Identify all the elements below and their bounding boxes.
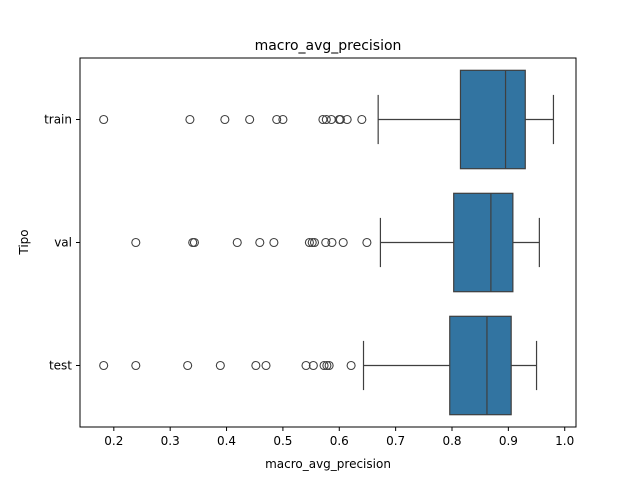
outlier-point <box>261 360 271 371</box>
x-tick-label: 0.9 <box>499 434 518 448</box>
box-group-train <box>99 69 555 170</box>
outlier-point <box>278 114 288 125</box>
outlier-point <box>131 360 141 371</box>
outlier-point <box>301 360 311 371</box>
plot-area <box>99 69 555 416</box>
outlier-point <box>319 360 329 371</box>
outlier-point <box>346 360 356 371</box>
x-axis: 0.2 0.3 0.4 0.5 0.6 0.7 0.8 0.9 1.0 <box>104 427 574 448</box>
outlier-point <box>321 114 331 125</box>
x-tick-label: 0.4 <box>217 434 236 448</box>
outlier-point <box>324 360 334 371</box>
outlier-point <box>183 360 193 371</box>
box-group-test <box>99 315 538 416</box>
outlier-point <box>189 237 199 248</box>
outlier-point <box>357 114 367 125</box>
outlier-point <box>338 237 348 248</box>
outlier-point <box>215 360 225 371</box>
x-axis-label: macro_avg_precision <box>265 457 391 471</box>
y-tick-label: val <box>54 236 72 250</box>
chart-title: macro_avg_precision <box>255 38 402 54</box>
x-tick-label: 0.6 <box>330 434 349 448</box>
iqr-box <box>453 192 514 293</box>
outlier-point <box>272 114 282 125</box>
x-tick-label: 0.8 <box>442 434 461 448</box>
outlier-point <box>309 237 320 248</box>
x-tick-label: 1.0 <box>555 434 574 448</box>
box-group-val <box>131 192 540 293</box>
y-axis: train val test <box>44 113 80 373</box>
outlier-point <box>131 237 141 248</box>
outlier-point <box>326 114 336 125</box>
outlier-point <box>245 114 255 125</box>
x-tick-label: 0.5 <box>273 434 292 448</box>
iqr-box <box>449 315 512 416</box>
outlier-point <box>185 114 195 125</box>
outlier-point <box>308 360 318 371</box>
outlier-point <box>220 114 230 125</box>
outlier-point <box>327 237 337 248</box>
outlier-point <box>362 237 372 248</box>
outlier-point <box>269 237 279 248</box>
outlier-point <box>322 360 332 371</box>
y-tick-label: test <box>49 359 72 373</box>
outlier-point <box>99 114 109 125</box>
outlier-point <box>304 237 314 248</box>
outlier-point <box>321 237 331 248</box>
outlier-point <box>232 237 242 248</box>
y-axis-label: Tipo <box>17 229 31 255</box>
outlier-point <box>255 237 265 248</box>
outlier-point <box>99 360 109 371</box>
iqr-box <box>459 69 526 170</box>
y-tick-label: train <box>44 113 72 127</box>
x-tick-label: 0.3 <box>161 434 180 448</box>
outlier-point <box>251 360 261 371</box>
x-tick-label: 0.2 <box>104 434 123 448</box>
outlier-point <box>335 114 345 125</box>
outlier-point <box>342 114 352 125</box>
outlier-point <box>307 237 317 248</box>
x-tick-label: 0.7 <box>386 434 405 448</box>
